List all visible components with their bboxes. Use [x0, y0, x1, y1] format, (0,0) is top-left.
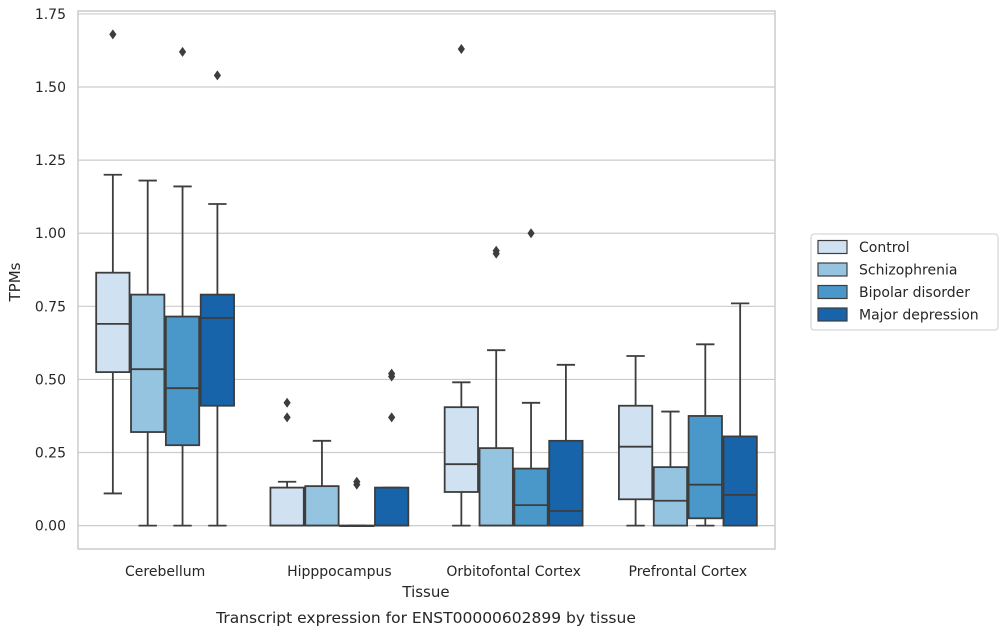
box-body: [687, 415, 723, 520]
box-body: [478, 447, 514, 527]
outlier-point: [388, 412, 396, 423]
box-body: [443, 406, 479, 493]
chart-caption: Transcript expression for ENST0000060289…: [215, 609, 636, 627]
y-tick-label: 1.00: [35, 226, 66, 242]
legend-label: Schizophrenia: [859, 263, 957, 279]
outlier-point: [283, 412, 291, 423]
legend-label: Control: [859, 240, 910, 256]
outlier-point: [457, 44, 465, 55]
y-tick-labels: 0.00 0.25 0.50 0.75 1.00 1.25 1.50 1.75: [35, 7, 66, 535]
y-tick-label: 1.25: [35, 153, 66, 169]
legend-swatch: [817, 262, 848, 277]
x-axis-title: Tissue: [401, 583, 449, 601]
box-major-depression: [374, 368, 410, 527]
box-major-depression: [548, 363, 584, 527]
outlier-point: [527, 228, 535, 239]
legend-label: Bipolar disorder: [859, 285, 970, 301]
x-tick-label: Prefrontal Cortex: [629, 564, 748, 580]
outlier-point: [109, 29, 117, 40]
box-control: [95, 29, 131, 495]
outlier-point: [178, 46, 187, 57]
box-major-depression: [722, 302, 758, 527]
legend-item: Control: [817, 239, 910, 256]
plot-border: [77, 10, 776, 550]
x-tick-label: Hipppocampus: [287, 564, 392, 580]
y-tick-label: 0.75: [35, 299, 66, 315]
box-body: [374, 486, 410, 527]
legend-swatch: [817, 307, 848, 322]
x-tick-labels: Cerebellum Hipppocampus Orbitofontal Corte…: [125, 564, 747, 580]
box-bipolar-disorder: [513, 228, 549, 527]
legend-item: Bipolar disorder: [817, 284, 970, 301]
legend-frame: [810, 233, 999, 331]
outlier-point: [388, 368, 396, 379]
y-axis-title: TPMs: [6, 262, 24, 302]
box-bipolar-disorder: [339, 476, 375, 528]
legend-swatch: [817, 239, 848, 255]
box-bipolar-disorder: [164, 46, 201, 527]
box-control: [618, 355, 654, 527]
box-body: [130, 293, 166, 433]
plot-frame: [77, 10, 776, 550]
box-body: [618, 404, 654, 501]
legend-swatch: [817, 284, 848, 300]
box-body: [199, 293, 235, 407]
box-body: [95, 271, 131, 374]
box-body: [652, 466, 689, 527]
outlier-point: [213, 70, 221, 81]
box-body: [548, 439, 584, 527]
box-control: [269, 397, 305, 527]
box-control: [443, 44, 479, 527]
y-tick-label: 0.25: [35, 446, 66, 462]
legend-item: Major depression: [817, 307, 979, 324]
box-schizophrenia: [304, 439, 340, 527]
x-tick-label: Orbitofontal Cortex: [446, 564, 581, 580]
box-body: [513, 467, 549, 527]
y-tick-label: 1.75: [35, 7, 66, 23]
legend: Control Schizophrenia Bipolar disorder Majo…: [810, 233, 999, 331]
box-bipolar-disorder: [687, 343, 723, 527]
outlier-point: [353, 476, 361, 487]
boxes: [95, 29, 758, 528]
box-body: [164, 315, 201, 447]
y-tick-label: 0.00: [35, 519, 66, 535]
outlier-point: [492, 245, 500, 256]
legend-item: Schizophrenia: [817, 262, 957, 279]
y-tick-label: 0.50: [35, 372, 66, 388]
box-body: [269, 486, 305, 527]
box-body: [722, 435, 758, 527]
x-tick-label: Cerebellum: [125, 564, 205, 580]
outlier-point: [283, 397, 291, 408]
legend-label: Major depression: [859, 308, 979, 324]
box-schizophrenia: [130, 179, 166, 527]
box-major-depression: [199, 70, 235, 527]
box-schizophrenia: [652, 410, 689, 527]
box-schizophrenia: [478, 245, 514, 527]
box-body: [304, 485, 340, 527]
y-tick-label: 1.50: [35, 80, 66, 96]
